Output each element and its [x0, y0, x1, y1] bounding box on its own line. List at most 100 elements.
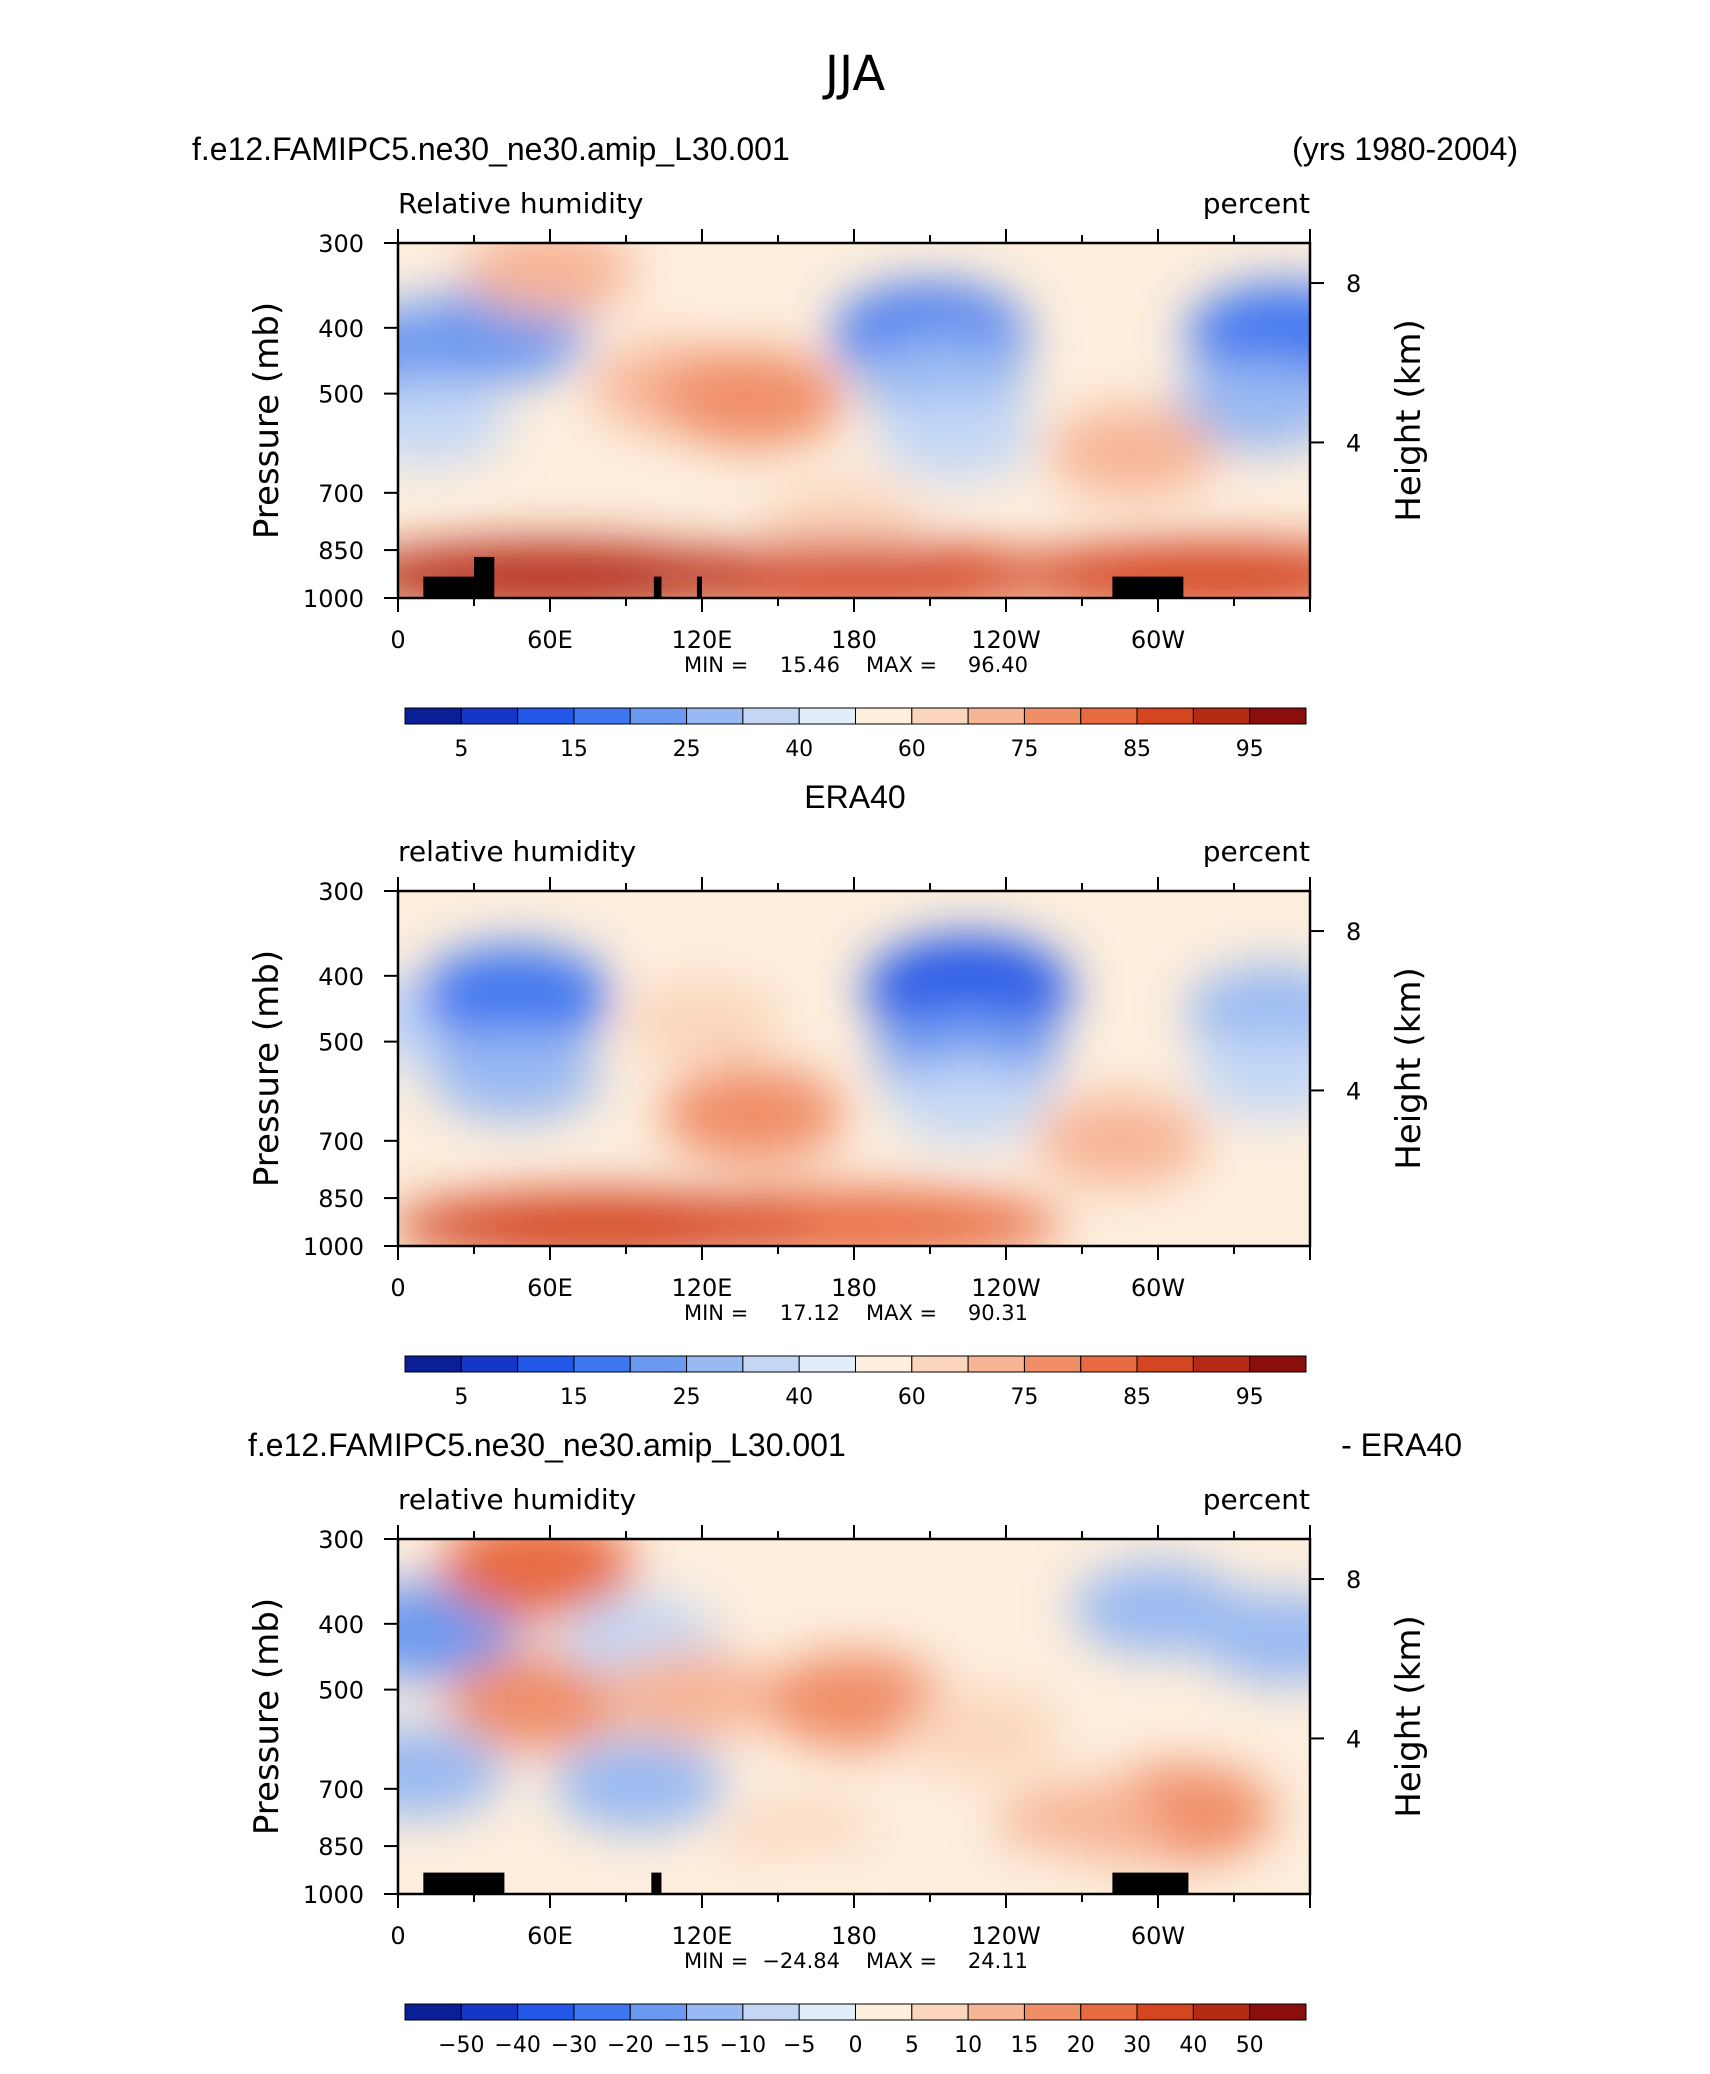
- colorbar-label: −5: [783, 2033, 815, 2058]
- field-contour-region: [398, 1192, 811, 1246]
- y-tick-label: 400: [318, 1611, 364, 1639]
- colorbar-label: 15: [1010, 2033, 1038, 2058]
- y-tick-label: 1000: [303, 585, 364, 613]
- colorbar-label: −30: [551, 2033, 597, 2058]
- colorbar-cell: [686, 2003, 744, 2021]
- field-contour-region: [623, 980, 781, 1066]
- y-tick-label: 400: [318, 315, 364, 343]
- colorbar-cell: [1192, 2003, 1251, 2021]
- colorbar-cell: [404, 1355, 462, 1373]
- terrain-mask: [423, 576, 474, 598]
- panel-variable-label: relative humidity: [398, 1483, 636, 1516]
- x-tick-label: 120E: [672, 1274, 733, 1302]
- field-contour-region: [1187, 283, 1310, 387]
- colorbar-cell: [686, 707, 744, 725]
- colorbar-cell: [1023, 707, 1082, 725]
- panel-units-label: percent: [1203, 187, 1310, 220]
- field-contour-region: [1199, 1592, 1310, 1684]
- stats-min-value: −24.84: [762, 1949, 840, 1973]
- field-blobs: [398, 1539, 1310, 1894]
- colorbar-label: −40: [494, 2033, 540, 2058]
- field-contour-region: [661, 350, 844, 448]
- colorbar-cell: [911, 707, 969, 725]
- x-tick-label: 0: [390, 626, 405, 654]
- terrain-mask: [423, 1872, 474, 1894]
- colorbar-label: 10: [954, 2033, 982, 2058]
- colorbar-label: 95: [1236, 737, 1264, 762]
- panel-left-title: f.e12.FAMIPC5.ne30_ne30.amip_L30.001: [248, 1427, 846, 1463]
- y2-axis-label: Height (km): [1389, 967, 1429, 1170]
- panel-right-title: - ERA40: [1341, 1427, 1462, 1463]
- colorbar-label: 60: [898, 1385, 926, 1410]
- stats-min-value: 17.12: [780, 1301, 840, 1325]
- terrain-mask: [474, 556, 495, 598]
- y-axis-label: Pressure (mb): [247, 302, 287, 539]
- y-tick-label: 1000: [303, 1881, 364, 1909]
- colorbar-cell: [517, 2003, 575, 2021]
- y-tick-label: 1000: [303, 1233, 364, 1261]
- colorbar-cell: [404, 707, 462, 725]
- y-tick-label: 700: [318, 1776, 364, 1804]
- field-contour-region: [1193, 1032, 1310, 1118]
- x-tick-label: 120E: [672, 626, 733, 654]
- terrain-mask: [1112, 576, 1184, 598]
- y-tick-label: 850: [318, 1833, 364, 1861]
- field-contour-region: [1174, 359, 1310, 451]
- colorbar-cell: [798, 2003, 856, 2021]
- y-tick-label: 850: [318, 1185, 364, 1213]
- colorbar-cell: [1136, 1355, 1194, 1373]
- colorbar-label: 40: [1179, 2033, 1207, 2058]
- colorbar-cell: [629, 2003, 688, 2021]
- panel-units-label: percent: [1203, 1483, 1310, 1516]
- field-contour-region: [1047, 406, 1218, 498]
- colorbar-label: 25: [673, 1385, 701, 1410]
- colorbar-label: 40: [785, 737, 813, 762]
- y2-tick-label: 4: [1346, 429, 1361, 457]
- colorbar-label: 30: [1123, 2033, 1151, 2058]
- y-tick-label: 300: [318, 230, 364, 258]
- stats-min-value: 15.46: [780, 653, 840, 677]
- colorbar-cell: [967, 1355, 1025, 1373]
- colorbar-cell: [629, 1355, 688, 1373]
- y-tick-label: 700: [318, 1128, 364, 1156]
- colorbar-label: 40: [785, 1385, 813, 1410]
- colorbar-label: 15: [560, 1385, 588, 1410]
- panel-variable-label: relative humidity: [398, 835, 636, 868]
- y2-tick-label: 4: [1346, 1077, 1361, 1105]
- colorbar-cell: [1080, 2003, 1138, 2021]
- colorbar-cell: [573, 707, 631, 725]
- y-tick-label: 500: [318, 1677, 364, 1705]
- field-contour-region: [1073, 1563, 1243, 1655]
- colorbar-label: 85: [1123, 1385, 1151, 1410]
- colorbar-cell: [798, 707, 856, 725]
- y-tick-label: 500: [318, 381, 364, 409]
- x-tick-label: 60E: [527, 626, 573, 654]
- stats-min-label: MIN =: [684, 1301, 748, 1325]
- colorbar-cell: [517, 707, 575, 725]
- x-tick-label: 120W: [971, 1274, 1041, 1302]
- colorbar-label: −50: [438, 2033, 484, 2058]
- y2-tick-label: 8: [1346, 918, 1361, 946]
- x-tick-label: 180: [831, 1922, 877, 1950]
- field-contour-region: [429, 1029, 600, 1121]
- x-tick-label: 180: [831, 626, 877, 654]
- terrain-mask: [1112, 1872, 1189, 1894]
- colorbar-cell: [460, 1355, 519, 1373]
- panel-1: f.e12.FAMIPC5.ne30_ne30.amip_L30.001 (yrs…: [192, 131, 1518, 762]
- stats-max-value: 24.11: [968, 1949, 1028, 1973]
- field-contour-region: [604, 1649, 775, 1741]
- y-tick-label: 300: [318, 878, 364, 906]
- field-blobs: [398, 935, 1310, 1246]
- colorbar-label: 5: [454, 737, 468, 762]
- colorbar-label: 5: [905, 2033, 919, 2058]
- colorbar-cell: [517, 1355, 575, 1373]
- field-contour-region: [446, 1652, 629, 1750]
- colorbar-cell: [911, 2003, 969, 2021]
- y2-tick-label: 4: [1346, 1725, 1361, 1753]
- colorbar-label: 60: [898, 737, 926, 762]
- colorbar-label: 0: [849, 2033, 863, 2058]
- colorbar-cell: [1136, 2003, 1194, 2021]
- terrain-mask: [474, 1872, 505, 1894]
- stats-max-label: MAX =: [866, 653, 937, 677]
